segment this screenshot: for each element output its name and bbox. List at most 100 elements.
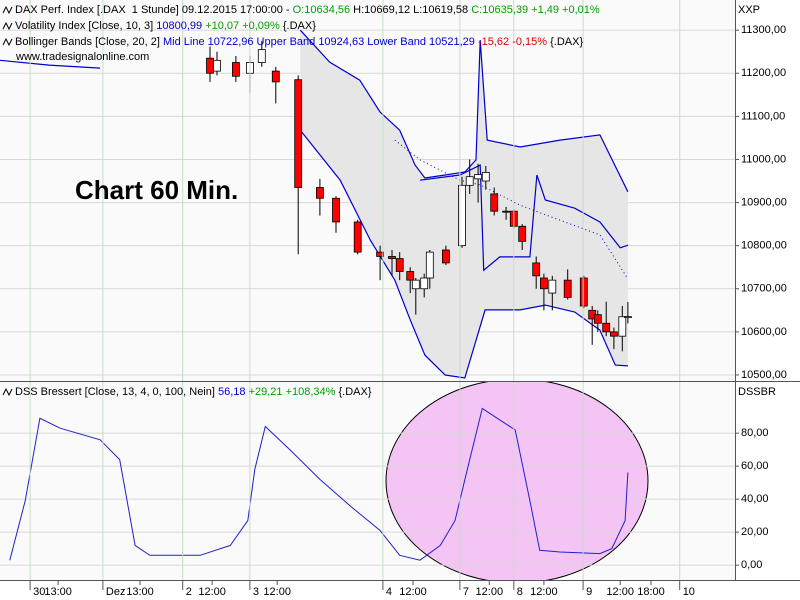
candle-body xyxy=(502,210,511,213)
candle-body xyxy=(481,171,490,182)
x-tick-label: 12:00 xyxy=(263,586,291,598)
candle-body xyxy=(532,262,541,277)
candle-body xyxy=(465,176,474,186)
x-tick-label: 12:00 xyxy=(606,586,634,598)
legend-segment: H:10669,12 L:10619,58 xyxy=(350,4,471,16)
candle-body xyxy=(213,59,221,72)
candle-body xyxy=(602,322,611,333)
price-panel xyxy=(0,0,735,381)
candle-body xyxy=(490,193,499,212)
candle-body xyxy=(388,256,396,259)
candle-body xyxy=(518,225,527,242)
y-tick-label: 10700,00 xyxy=(741,283,787,295)
legend-segment: Volatility Index [Close, 10, 3] xyxy=(15,20,156,32)
indicator-line xyxy=(299,29,629,193)
legend-entry: Volatility Index [Close, 10, 3] 10800,99… xyxy=(15,20,316,32)
candle-body xyxy=(610,331,618,337)
dss-line xyxy=(9,407,629,561)
y-tick-label: 11000,00 xyxy=(741,153,786,165)
candle-body xyxy=(353,221,362,253)
candle-body xyxy=(540,277,548,290)
x-tick-label: 8 xyxy=(517,586,523,598)
legend-segment: Bollinger Bands [Close, 20, 2] xyxy=(15,36,163,48)
indicator-line xyxy=(0,59,629,272)
candle-body xyxy=(548,279,557,294)
legend-segment: O:10634,56 xyxy=(293,4,351,16)
y-tick-label: 80,00 xyxy=(741,427,769,439)
candle-body xyxy=(425,251,434,279)
legend-entry: Bollinger Bands [Close, 20, 2] Mid Line … xyxy=(15,36,583,48)
indicator-panel xyxy=(0,382,735,580)
candle-body xyxy=(206,57,214,74)
candle-body xyxy=(294,79,303,188)
candle-body xyxy=(231,62,240,77)
x-tick-label: 12:00 xyxy=(399,586,427,598)
legend-segment: 10800,99 xyxy=(156,20,205,32)
y-tick-label: 40,00 xyxy=(741,493,769,505)
y-tick-label: 20,00 xyxy=(741,526,769,538)
y-axis-title: XXP xyxy=(738,4,760,16)
legend-icon xyxy=(2,5,13,15)
candle-body xyxy=(376,251,385,257)
x-tick-label: 9 xyxy=(586,586,592,598)
y-tick-label: 10900,00 xyxy=(741,196,787,208)
legend-segment: DAX Perf. Index [.DAX 1 Stunde] 09.12.20… xyxy=(15,4,293,16)
legend-segment: {.DAX} xyxy=(547,36,583,48)
x-tick-label: 12:00 xyxy=(198,586,226,598)
y-tick-label: 11200,00 xyxy=(741,67,786,79)
candle-body xyxy=(406,271,415,281)
legend-segment: {.DAX} xyxy=(280,20,316,32)
x-tick-label: 13:00 xyxy=(126,586,154,598)
x-tick-label: 13:00 xyxy=(44,586,72,598)
indicator-line xyxy=(394,139,629,280)
candle-body xyxy=(411,279,420,290)
candle-body xyxy=(420,277,429,290)
x-tick-label: 12:00 xyxy=(476,586,504,598)
y-tick-label: 11100,00 xyxy=(741,110,785,122)
candle-body xyxy=(458,184,466,247)
watermark: www.tradesignalonline.com xyxy=(15,51,149,63)
candle-body xyxy=(624,316,632,319)
legend-icon xyxy=(2,37,13,47)
x-tick-label: 4 xyxy=(386,586,392,598)
legend-entry: DAX Perf. Index [.DAX 1 Stunde] 09.12.20… xyxy=(15,4,600,16)
y-tick-label: 11300,00 xyxy=(741,24,786,36)
legend-segment: 56,18 xyxy=(218,386,249,398)
y-tick-label: 0,00 xyxy=(741,559,762,571)
legend-segment: DSS Bressert [Close, 13, 4, 0, 100, Nein… xyxy=(15,386,218,398)
x-tick-label: 2 xyxy=(186,586,192,598)
legend-segment: C:10635,39 +1,49 +0,01% xyxy=(471,4,600,16)
candle-body xyxy=(618,316,627,337)
x-tick-label: 10 xyxy=(683,586,695,598)
candle-body xyxy=(474,174,483,180)
y-tick-label: 10800,00 xyxy=(741,240,787,252)
legend-segment: +10,07 +0,09% xyxy=(205,20,280,32)
y-tick-label: 10500,00 xyxy=(741,369,787,381)
legend-segment: Mid Line 10722,96 Upper Band 10924,63 Lo… xyxy=(163,36,475,48)
highlight-ellipse xyxy=(385,382,649,580)
candle-body xyxy=(579,277,588,307)
candle-body xyxy=(593,314,602,324)
legend-icon xyxy=(2,21,13,31)
y-axis-title: DSSBR xyxy=(738,386,776,398)
x-tick-label: Dez xyxy=(106,586,126,598)
x-tick-label: 30 xyxy=(33,586,45,598)
legend-segment: {.DAX} xyxy=(335,386,371,398)
legend-entry: DSS Bressert [Close, 13, 4, 0, 100, Nein… xyxy=(15,386,372,398)
candle-body xyxy=(315,187,324,199)
x-tick-label: 7 xyxy=(463,586,469,598)
legend-segment: +29,21 +108,34% xyxy=(249,386,336,398)
x-tick-label: 3 xyxy=(253,586,259,598)
x-tick-label: 18:00 xyxy=(637,586,665,598)
overlay: 10500,00 10600,00 10700,00 10800,00 10900,00… xyxy=(2,4,787,598)
x-tick-label: 12:00 xyxy=(530,586,558,598)
y-tick-label: 60,00 xyxy=(741,460,769,472)
candle-body xyxy=(441,249,450,264)
legend-segment: -15,62 -0,15% xyxy=(475,36,547,48)
y-tick-label: 10600,00 xyxy=(741,326,787,338)
candle-body xyxy=(257,49,266,63)
candle-body xyxy=(332,197,340,223)
legend-icon xyxy=(2,387,13,397)
candle-body xyxy=(395,258,404,272)
